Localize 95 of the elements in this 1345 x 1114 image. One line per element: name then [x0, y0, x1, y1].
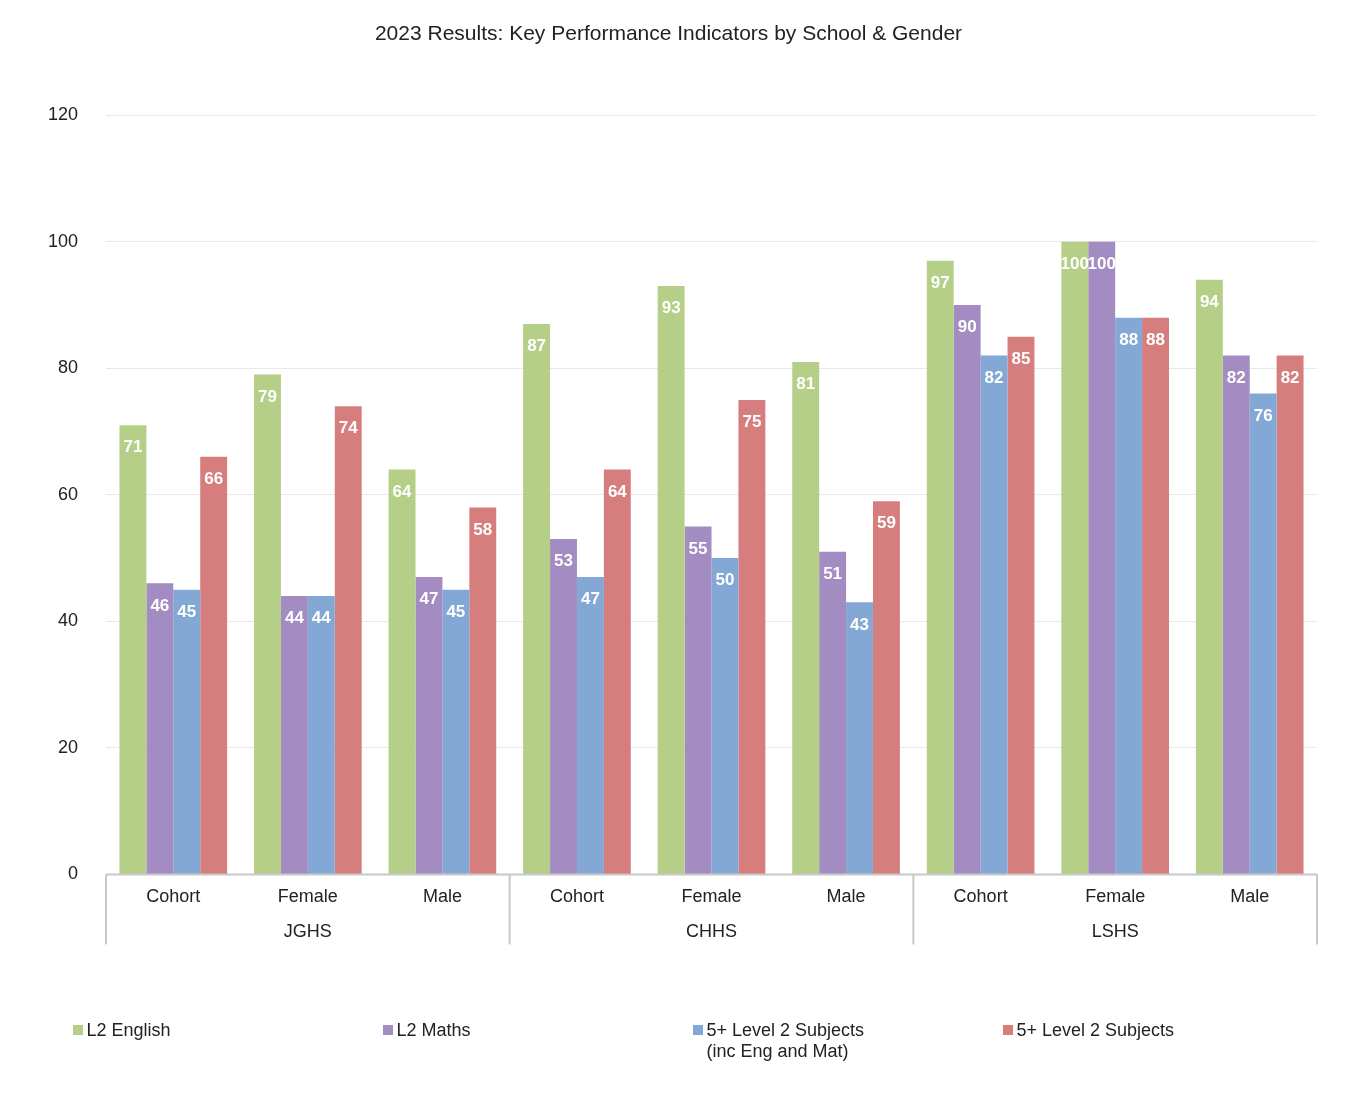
- data-label: 45: [177, 601, 197, 621]
- y-tick-label: 20: [58, 736, 79, 757]
- bar: [523, 323, 551, 874]
- data-label: 76: [1253, 405, 1273, 425]
- data-label: 74: [338, 418, 359, 438]
- x-tick-label: Cohort: [146, 886, 201, 907]
- data-label: 45: [446, 601, 466, 621]
- data-label: 64: [392, 481, 413, 501]
- data-label: 64: [607, 481, 628, 501]
- data-label: 59: [876, 513, 896, 533]
- data-label: 82: [1226, 367, 1246, 387]
- data-label: 88: [1146, 329, 1165, 349]
- bar: [1276, 355, 1304, 874]
- data-label: 94: [1199, 291, 1220, 311]
- x-tick-label: Female: [1085, 886, 1146, 907]
- bar: [953, 305, 981, 874]
- bar: [872, 501, 900, 874]
- data-label: 66: [204, 469, 224, 489]
- bar: [415, 577, 443, 874]
- legend-label: 5+ Level 2 Subjects (inc Eng and Mat): [706, 1020, 865, 1062]
- bar: [738, 399, 766, 874]
- bar: [711, 558, 739, 874]
- data-label: 58: [473, 519, 493, 539]
- bar: [307, 596, 335, 874]
- data-label: 44: [311, 608, 332, 628]
- bar: [1142, 317, 1169, 874]
- bar: [1007, 336, 1035, 874]
- bar: [254, 374, 281, 874]
- data-label: 47: [419, 589, 439, 609]
- legend-label: L2 Maths: [396, 1020, 471, 1041]
- data-label: 55: [688, 538, 708, 558]
- y-tick-label: 80: [58, 357, 79, 378]
- bar: [119, 425, 147, 874]
- data-label: 51: [823, 563, 843, 583]
- data-label: 90: [957, 317, 977, 337]
- data-label: 71: [123, 437, 143, 457]
- y-tick-label: 40: [58, 610, 79, 631]
- x-tick-label: Cohort: [549, 886, 604, 907]
- bar: [926, 260, 954, 874]
- bar: [1061, 241, 1089, 874]
- data-label: 47: [580, 589, 600, 609]
- bar: [442, 589, 470, 874]
- data-label: 87: [527, 336, 547, 356]
- x-tick-label: Male: [422, 886, 462, 907]
- data-label: 93: [661, 298, 681, 318]
- bar: [1115, 317, 1143, 874]
- data-label: 81: [796, 374, 816, 394]
- data-label: 53: [554, 551, 573, 571]
- bar: [1088, 241, 1116, 874]
- bar: [200, 456, 228, 874]
- bar: [173, 589, 201, 874]
- bar: [980, 355, 1008, 874]
- x-tick-label: Cohort: [953, 886, 1008, 907]
- chart-title: 2023 Results: Key Performance Indicators by School & Gender: [374, 21, 963, 45]
- x-tick-label: Female: [681, 886, 742, 907]
- bar: [1249, 393, 1277, 874]
- data-label: 46: [150, 595, 170, 615]
- bar: [684, 526, 712, 874]
- bar: [1222, 355, 1250, 874]
- bar: [576, 577, 604, 874]
- y-tick-label: 120: [47, 104, 79, 125]
- text: CHHS: [686, 921, 738, 942]
- bar: [603, 469, 631, 874]
- data-label: 44: [284, 608, 305, 628]
- x-tick-label: Male: [826, 886, 866, 907]
- y-tick-label: 60: [58, 483, 79, 504]
- bar: [1195, 279, 1223, 874]
- y-tick-label: 100: [47, 230, 79, 251]
- bar: [280, 596, 308, 874]
- bar: [146, 583, 174, 874]
- bar: [334, 406, 362, 874]
- bar: [550, 539, 577, 874]
- data-label: 75: [742, 412, 762, 432]
- data-label: 43: [850, 614, 869, 634]
- data-label: 82: [984, 367, 1004, 387]
- bar: [846, 602, 873, 874]
- data-label: 88: [1119, 329, 1139, 349]
- bar: [388, 469, 416, 874]
- bar: [469, 507, 497, 874]
- legend-label: L2 English: [86, 1020, 171, 1041]
- data-label: 50: [715, 570, 735, 590]
- bar: [819, 551, 847, 874]
- legend-label: 5+ Level 2 Subjects: [1016, 1020, 1175, 1041]
- y-tick-label: 0: [68, 863, 79, 884]
- bar: [792, 361, 820, 874]
- data-label: 100: [1060, 253, 1089, 273]
- data-label: 79: [258, 386, 277, 406]
- data-label: 97: [930, 272, 950, 292]
- data-label: 82: [1280, 367, 1300, 387]
- x-tick-label: Male: [1230, 886, 1270, 907]
- x-tick-label: Female: [277, 886, 338, 907]
- bar: [657, 286, 685, 874]
- data-label: 85: [1011, 348, 1031, 368]
- text: JGHS: [283, 921, 332, 942]
- text: LSHS: [1091, 921, 1139, 942]
